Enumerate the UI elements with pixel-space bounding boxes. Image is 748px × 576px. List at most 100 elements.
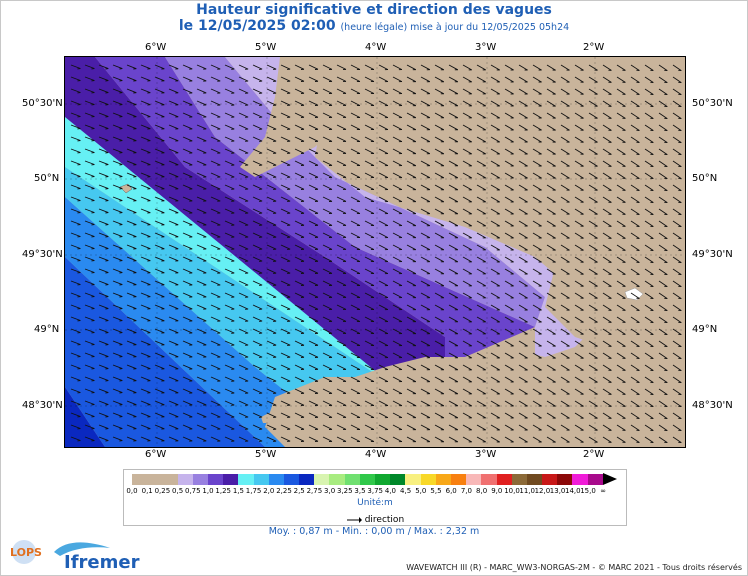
direction-arrow: [210, 304, 221, 310]
direction-arrow: [532, 172, 542, 179]
direction-arrow: [224, 112, 235, 118]
direction-arrow: [476, 184, 486, 191]
direction-arrow: [602, 328, 612, 335]
direction-arrow: [126, 172, 137, 178]
direction-arrow: [406, 76, 417, 83]
direction-arrow: [308, 112, 319, 118]
direction-arrow: [140, 160, 151, 166]
direction-arrow: [350, 400, 361, 406]
direction-arrow: [168, 124, 179, 130]
direction-arrow: [350, 64, 361, 70]
direction-arrow: [574, 400, 584, 407]
direction-arrow: [196, 412, 207, 418]
direction-arrow: [560, 436, 570, 443]
direction-arrow: [154, 280, 165, 286]
direction-arrow: [504, 256, 514, 263]
direction-arrow: [392, 400, 403, 406]
direction-arrow: [672, 304, 682, 311]
direction-arrow: [392, 292, 403, 298]
direction-arrow: [238, 436, 249, 442]
direction-arrow: [392, 148, 403, 154]
direction-arrow: [448, 64, 459, 71]
direction-arrow: [350, 184, 361, 190]
legend-swatch: [177, 474, 193, 485]
direction-arrow: [616, 136, 626, 143]
direction-arrow: [84, 436, 95, 441]
direction-arrow: [112, 208, 123, 214]
direction-arrow: [672, 232, 682, 239]
direction-arrow: [182, 424, 193, 430]
wave-direction-arrows: [70, 64, 682, 444]
direction-arrow: [560, 244, 570, 251]
direction-arrow: [294, 352, 305, 358]
direction-arrow: [588, 88, 598, 95]
direction-arrow: [588, 292, 598, 299]
lon-label-top-5w: 5°W: [255, 42, 277, 53]
direction-arrow: [462, 400, 472, 407]
direction-arrow: [518, 208, 528, 215]
direction-arrow: [434, 376, 445, 383]
direction-arrow: [448, 388, 459, 395]
direction-arrow: [350, 172, 361, 178]
direction-arrow: [308, 244, 319, 250]
direction-arrow: [490, 316, 500, 323]
direction-arrow: [322, 412, 333, 418]
direction-arrow: [574, 76, 584, 83]
direction-arrow: [308, 220, 319, 226]
direction-arrow: [588, 436, 598, 443]
direction-arrow: [490, 136, 500, 143]
direction-arrow: [546, 304, 556, 311]
direction-arrow: [602, 292, 612, 299]
direction-arrow: [378, 196, 389, 202]
direction-arrow: [658, 376, 668, 383]
direction-arrow: [112, 100, 123, 106]
direction-arrow: [224, 388, 235, 394]
direction-arrow: [518, 184, 528, 191]
direction-arrow: [448, 196, 459, 203]
legend-swatch: [390, 474, 406, 485]
direction-arrow: [504, 112, 514, 119]
direction-arrow: [350, 160, 361, 166]
direction-arrow: [294, 208, 305, 214]
direction-arrow: [532, 232, 542, 239]
direction-arrow: [336, 304, 347, 310]
direction-arrow: [252, 292, 263, 298]
direction-arrow: [588, 136, 598, 143]
direction-arrow: [476, 304, 486, 311]
direction-arrow: [616, 316, 626, 323]
direction-arrow: [84, 328, 95, 333]
direction-arrow: [476, 220, 486, 227]
direction-arrow: [406, 64, 417, 71]
direction-arrow: [98, 208, 109, 214]
direction-arrow: [84, 304, 95, 309]
direction-arrow: [560, 400, 570, 407]
direction-arrow: [574, 292, 584, 299]
direction-arrow: [364, 304, 375, 310]
direction-arrow: [532, 424, 542, 431]
legend-label: 1,75: [245, 487, 262, 495]
direction-arrow: [98, 112, 109, 118]
direction-arrow: [336, 232, 347, 238]
direction-arrow: [434, 364, 445, 371]
direction-arrow: [602, 280, 612, 287]
direction-arrow: [462, 136, 472, 143]
direction-arrow: [546, 148, 556, 155]
direction-arrow: [336, 388, 347, 394]
direction-arrow: [658, 256, 668, 263]
direction-arrow: [406, 112, 417, 119]
direction-arrow: [448, 208, 459, 215]
direction-arrow: [364, 436, 375, 442]
legend-swatch: [147, 474, 163, 485]
direction-arrow: [658, 76, 668, 83]
direction-arrow: [490, 268, 500, 275]
direction-arrow: [420, 268, 431, 275]
direction-arrow: [126, 400, 137, 406]
direction-arrow: [420, 328, 431, 335]
map-title: Hauteur significative et direction des v…: [196, 2, 552, 18]
legend-label: 1,0: [202, 487, 214, 495]
direction-arrow: [70, 184, 81, 189]
direction-arrow: [630, 244, 640, 251]
direction-arrow: [644, 268, 654, 275]
direction-arrow: [70, 340, 81, 345]
wave-map[interactable]: [64, 56, 686, 448]
